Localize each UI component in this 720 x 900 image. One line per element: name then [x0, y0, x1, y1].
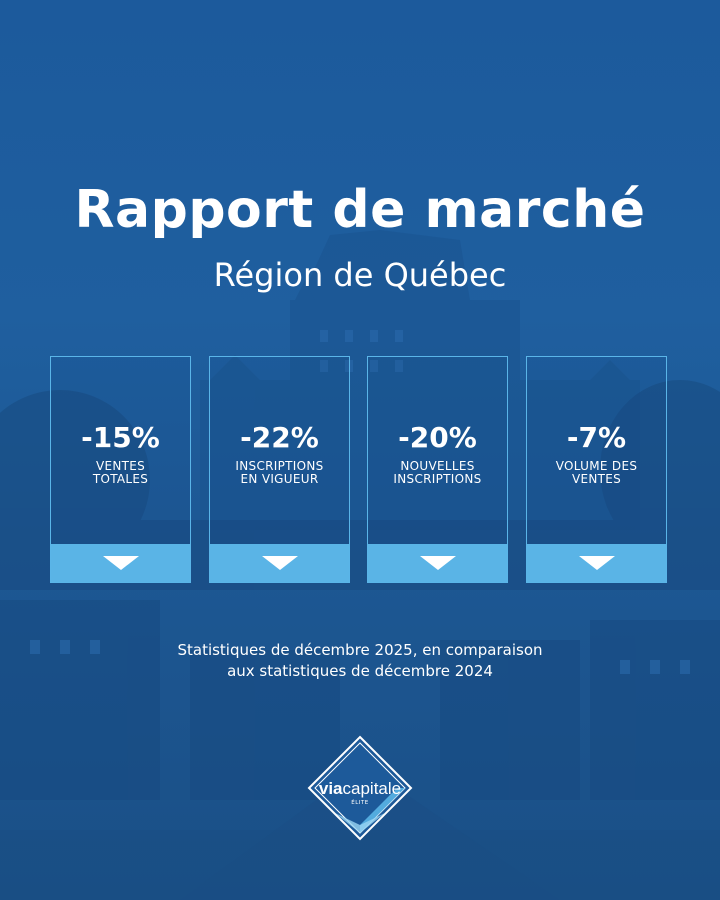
logo-subtitle: ÉLITE	[351, 800, 369, 806]
down-arrow-icon	[578, 556, 615, 570]
down-arrow-icon	[419, 556, 456, 570]
stat-card-inscriptions-en-vigueur: -22% INSCRIPTIONS EN VIGUEUR	[209, 356, 350, 583]
footnote-line1: Statistiques de décembre 2025, en compar…	[177, 641, 543, 659]
stat-bar	[527, 544, 666, 582]
down-arrow-icon	[102, 556, 139, 570]
stat-label-line1: NOUVELLES	[400, 459, 475, 473]
stat-value: -22%	[240, 421, 319, 454]
stat-card-nouvelles-inscriptions: -20% NOUVELLES INSCRIPTIONS	[367, 356, 508, 583]
stat-label-line2: VENTES	[571, 472, 622, 486]
stat-label: VOLUME DES VENTES	[527, 460, 666, 486]
page-title: Rapport de marché	[74, 180, 646, 240]
stat-label-line1: VENTES	[95, 459, 146, 473]
stat-label: NOUVELLES INSCRIPTIONS	[368, 460, 507, 486]
footnote: Statistiques de décembre 2025, en compar…	[0, 640, 720, 682]
stat-label-line1: VOLUME DES	[555, 459, 638, 473]
footnote-line2: aux statistiques de décembre 2024	[227, 662, 493, 680]
stat-value: -20%	[398, 421, 477, 454]
stat-bar	[368, 544, 507, 582]
logo-diamond-icon	[307, 735, 413, 841]
logo-wordmark-bold: via	[318, 779, 343, 798]
logo-wordmark-rest: capitale	[342, 779, 402, 798]
logo-wordmark: viacapitale	[305, 779, 415, 799]
stat-label-line2: TOTALES	[92, 472, 149, 486]
stat-card-volume-des-ventes: -7% VOLUME DES VENTES	[526, 356, 667, 583]
stat-label: VENTES TOTALES	[51, 460, 190, 486]
stat-label-line2: EN VIGUEUR	[240, 472, 319, 486]
down-arrow-icon	[261, 556, 298, 570]
stat-card-ventes-totales: -15% VENTES TOTALES	[50, 356, 191, 583]
viacapitale-logo: viacapitale ÉLITE	[305, 733, 415, 843]
stat-label-line1: INSCRIPTIONS	[235, 459, 324, 473]
stat-label: INSCRIPTIONS EN VIGUEUR	[210, 460, 349, 486]
stat-value: -7%	[566, 421, 627, 454]
stat-bar	[210, 544, 349, 582]
stats-cards: -15% VENTES TOTALES -22% INSCRIPTIONS EN…	[50, 356, 670, 585]
stat-bar	[51, 544, 190, 582]
stat-label-line2: INSCRIPTIONS	[393, 472, 482, 486]
stat-value: -15%	[81, 421, 160, 454]
page-subtitle: Région de Québec	[213, 256, 507, 294]
